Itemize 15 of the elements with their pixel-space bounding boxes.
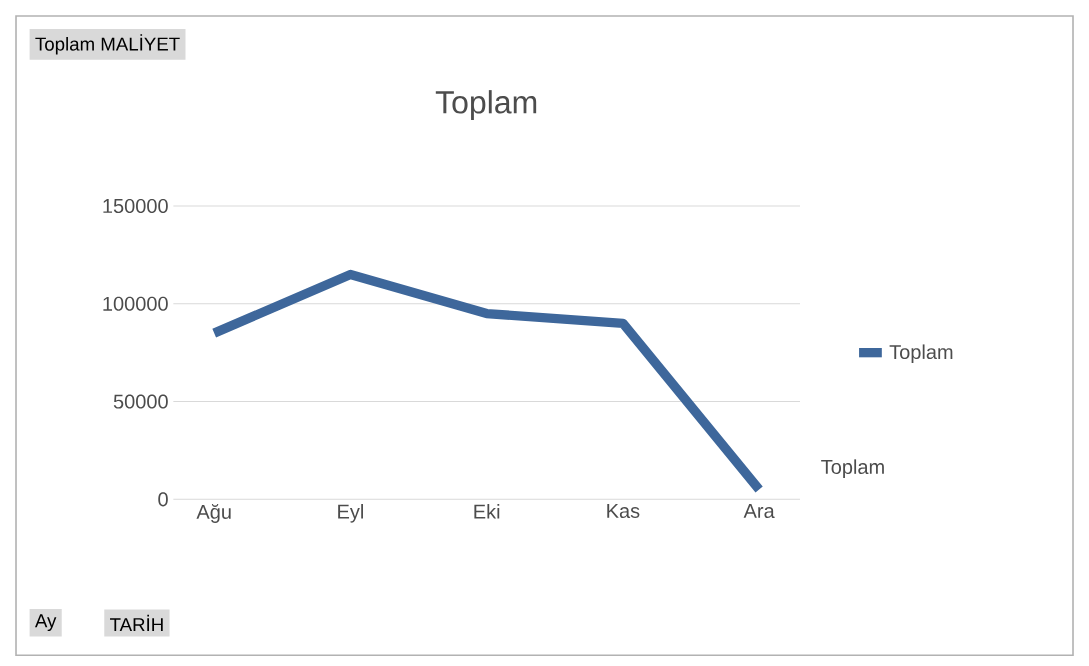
text: Toplam bbox=[821, 459, 884, 478]
x-tick-label: Ağu bbox=[196, 504, 231, 523]
x-tick-label: Kas bbox=[607, 504, 640, 518]
x-tick-label: Eki bbox=[474, 504, 500, 519]
y-tick-label: 100000 bbox=[103, 296, 168, 311]
text: Ay bbox=[34, 614, 57, 632]
legend-label: Toplam bbox=[889, 344, 953, 364]
y-tick-label: 0 bbox=[158, 492, 168, 507]
x-tick-label: Eyl bbox=[338, 504, 363, 523]
y-tick-label: 150000 bbox=[103, 198, 168, 214]
chart-title: Toplam bbox=[435, 90, 537, 120]
text: Toplam MALİYET bbox=[35, 34, 180, 55]
y-tick-label: 50000 bbox=[113, 394, 168, 409]
x-tick-label: Ara bbox=[743, 504, 775, 518]
text: TARİH bbox=[110, 614, 163, 632]
